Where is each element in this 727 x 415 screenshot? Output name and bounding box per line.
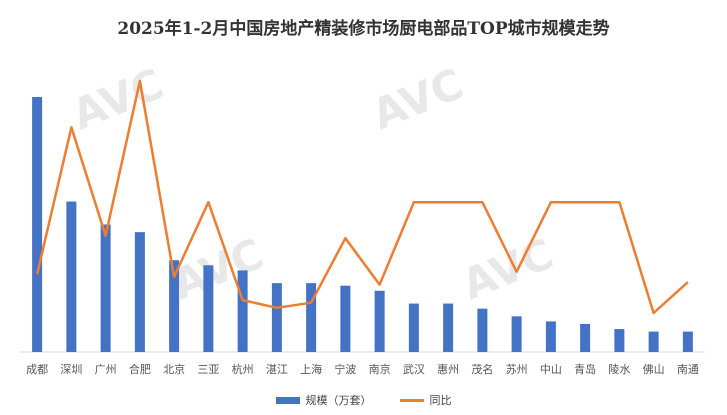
bar-茂名 [477,308,488,352]
x-tick-label: 苏州 [506,363,528,376]
x-tick-label: 上海 [300,362,322,376]
bar-南通 [682,331,693,352]
x-tick-label: 深圳 [60,363,82,376]
bar-深圳 [66,201,77,352]
bar-苏州 [511,316,522,352]
x-axis-labels: 成都 深圳 广州 合肥 北京 三亚 杭州 湛江 上海 宁波 南京 武汉 惠州 茂名 苏州 中山 青岛 陵水 佛山 南通 [26,362,699,376]
x-tick-label: 青岛 [574,362,596,376]
x-tick-label: 三亚 [197,363,219,376]
bar-合肥 [134,232,145,352]
x-tick-label: 北京 [163,362,185,376]
yoy-line [35,79,689,315]
bar-中山 [545,321,556,352]
x-tick-label: 茂名 [471,362,493,376]
x-tick-label: 惠州 [437,362,459,376]
watermark-2: AVC [365,59,470,139]
x-tick-label: 湛江 [266,363,288,376]
watermark-3: AVC [165,229,270,309]
legend-swatch-line [399,398,424,402]
bar-series [32,97,693,352]
bar-武汉 [408,303,419,352]
x-tick-label: 广州 [95,363,117,376]
bar-成都 [32,97,43,352]
watermark-1: AVC [65,59,170,139]
bar-宁波 [340,285,351,352]
chart-title: 2025年1-2月中国房地产精装修市场厨电部品TOP城市规模走势 [117,19,610,39]
bar-杭州 [237,270,248,352]
x-tick-label: 宁波 [334,362,356,376]
x-tick-label: 佛山 [643,363,665,376]
bar-湛江 [271,283,282,352]
x-tick-label: 武汉 [403,363,425,376]
legend-item-line: 同比 [399,392,452,408]
bar-惠州 [443,303,454,352]
line-series [35,79,689,315]
legend: 规模（万套） 同比 [0,392,727,408]
bar-上海 [306,283,317,352]
legend-item-bar: 规模（万套） [275,392,372,408]
legend-swatch-bar [275,396,300,404]
x-tick-label: 陵水 [608,363,630,376]
bar-南京 [374,290,385,352]
x-tick-label: 成都 [26,363,48,376]
legend-label-bar: 规模（万套） [305,394,372,407]
x-tick-label: 合肥 [129,362,151,376]
bar-广州 [100,224,111,352]
legend-label-line: 同比 [429,394,452,407]
x-tick-label: 杭州 [232,362,254,376]
x-tick-label: 中山 [540,363,562,376]
x-tick-label: 南通 [677,363,699,376]
bar-北京 [169,260,180,352]
bar-青岛 [580,323,591,352]
bar-三亚 [203,265,214,352]
bar-佛山 [648,331,659,352]
x-tick-label: 南京 [369,362,391,376]
watermark-4: AVC [455,229,560,309]
bar-陵水 [614,329,625,352]
